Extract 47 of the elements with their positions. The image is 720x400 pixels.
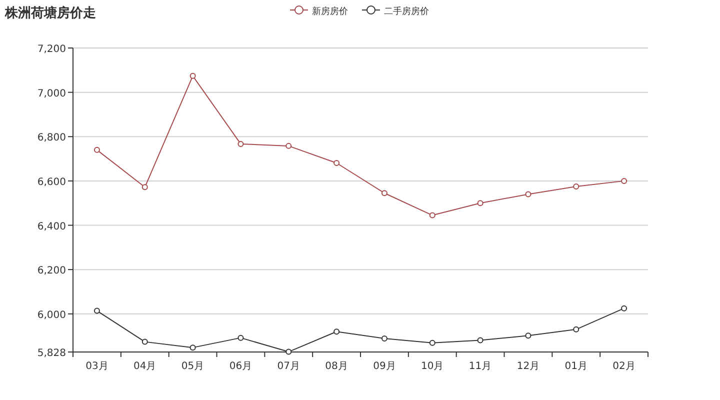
x-tick-label: 06月 (229, 361, 252, 372)
point (525, 332, 532, 339)
point (334, 160, 340, 166)
y-tick-label: 6,200 (37, 266, 66, 277)
point (286, 348, 292, 355)
point (429, 212, 436, 218)
point (286, 142, 292, 149)
x-tick-label: 10月 (421, 361, 444, 372)
x-tick-label: 07月 (277, 361, 300, 372)
point (334, 328, 340, 335)
point (142, 184, 148, 190)
point (94, 308, 100, 314)
point (525, 191, 532, 198)
y-tick-label: 6,400 (37, 221, 66, 232)
x-tick-label: 12月 (516, 361, 540, 372)
point (573, 326, 580, 332)
y-tick-label: 6,800 (37, 132, 66, 144)
chart-title: 株洲荷塘房价走 (4, 5, 96, 21)
y-tick-label: 7,200 (37, 44, 66, 55)
point (238, 334, 244, 341)
x-tick-label: 08月 (325, 361, 348, 372)
x-tick-label: 03月 (86, 361, 108, 372)
point (477, 337, 484, 344)
y-tick-label: 5,828 (37, 348, 66, 359)
point (381, 335, 388, 342)
legend-label: 二手房房价 (384, 6, 429, 17)
point (621, 305, 628, 312)
point (621, 178, 628, 184)
y-tick-label: 6,000 (37, 310, 66, 321)
point (142, 338, 148, 345)
x-tick-label: 01月 (564, 361, 588, 372)
point (238, 140, 244, 147)
point (190, 72, 196, 79)
legend-label: 新房房价 (312, 6, 348, 17)
x-tick-label: 05月 (181, 361, 204, 372)
y-tick-label: 6,600 (37, 176, 66, 188)
point (477, 200, 484, 206)
x-tick-label: 04月 (134, 361, 156, 372)
point (94, 146, 100, 153)
point (429, 340, 436, 346)
x-tick-label: 11月 (468, 361, 492, 372)
x-tick-label: 09月 (373, 361, 396, 372)
x-tick-label: 02月 (612, 361, 636, 372)
y-tick-label: 7,000 (37, 88, 66, 100)
point (190, 344, 196, 351)
point (381, 190, 388, 196)
point (573, 183, 580, 190)
